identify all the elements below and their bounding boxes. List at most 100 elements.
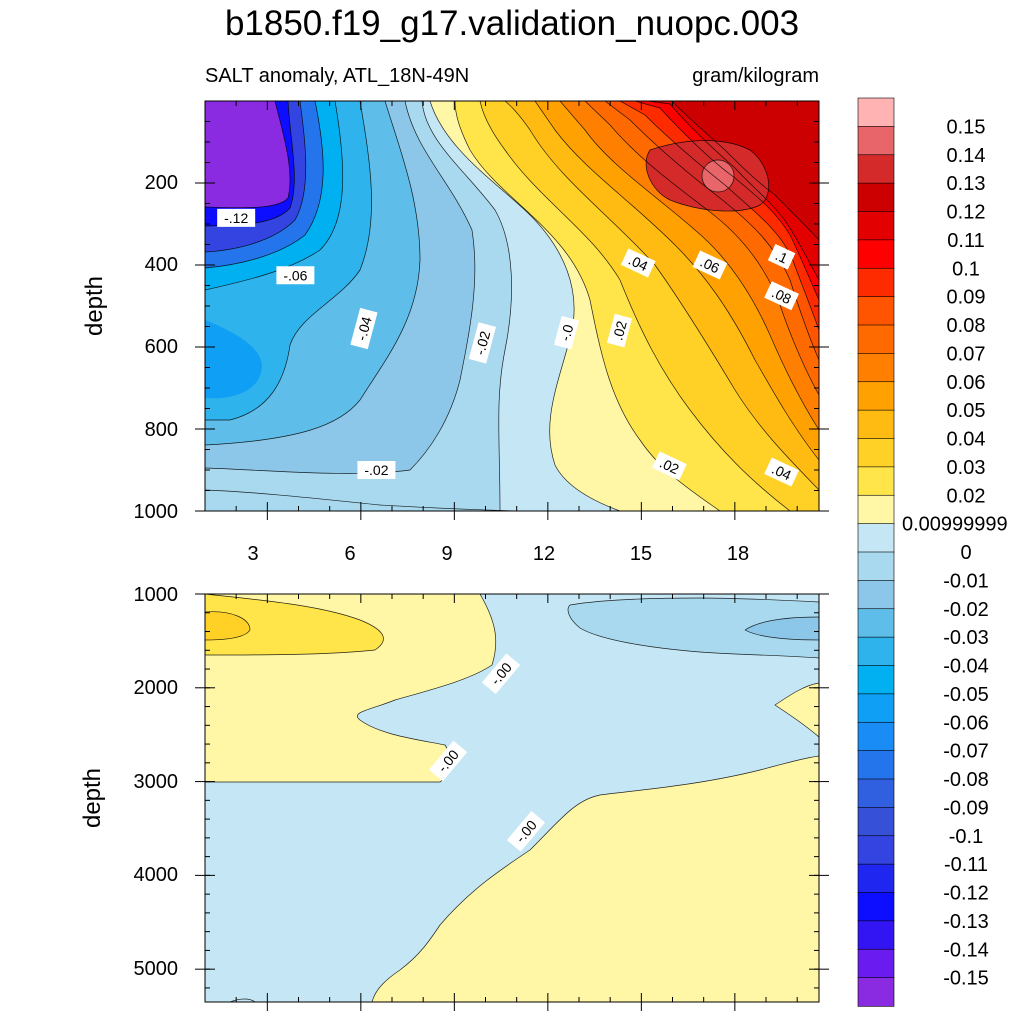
colorbar-swatch <box>857 721 895 752</box>
contour-label: .02 <box>606 313 633 348</box>
colorbar-label: 0.04 <box>947 429 986 451</box>
colorbar-label: -0.02 <box>943 599 989 621</box>
contour-label: -.06 <box>276 266 315 285</box>
colorbar-label: -0.13 <box>943 911 989 933</box>
colorbar-swatch <box>857 438 895 468</box>
upper-y-axis-label: depth <box>81 276 108 336</box>
contour-label: .06 <box>692 250 728 280</box>
colorbar-label: -0.08 <box>943 769 989 791</box>
colorbar-swatch <box>857 608 895 638</box>
subtitle-right: gram/kilogram <box>692 65 819 87</box>
lower-contour-lines <box>205 594 819 1002</box>
colorbar-label: 0.13 <box>947 173 986 195</box>
lower-contour-fill <box>205 594 819 1002</box>
colorbar-swatch <box>857 807 895 837</box>
colorbar-swatch <box>857 126 895 156</box>
colorbar-swatch <box>857 977 895 1007</box>
lower-band-minus-003-right <box>745 617 819 640</box>
lower-y-tick-label: 1000 <box>134 584 179 606</box>
subtitle-left: SALT anomaly, ATL_18N-49N <box>205 65 469 87</box>
colorbar-label: 0.00999999 <box>902 514 1008 536</box>
colorbar-label: 0.1 <box>952 258 980 280</box>
colorbar-label: -0.04 <box>943 656 989 678</box>
lower-band-plus-002 <box>205 594 384 655</box>
lower-y-tick-label: 5000 <box>134 958 179 980</box>
colorbar-swatch <box>857 693 895 723</box>
colorbar-swatch <box>857 948 895 979</box>
svg-text:.08: .08 <box>769 284 794 307</box>
colorbar-swatch <box>857 835 895 865</box>
contour-label: -.04 <box>350 307 378 350</box>
contour-label: -.12 <box>217 208 256 227</box>
upper-x-tick-label: 15 <box>630 543 652 565</box>
colorbar-swatch <box>857 296 895 326</box>
contour-label: -.0 <box>553 315 580 350</box>
contour-label: .04 <box>764 457 799 487</box>
upper-x-tick-label: 12 <box>533 543 555 565</box>
colorbar-label: -0.03 <box>943 627 989 649</box>
band-minus-011 <box>205 101 291 208</box>
lower-plot-frame <box>204 593 820 1003</box>
colorbar-swatch <box>857 778 895 809</box>
colorbar-label: 0.05 <box>947 400 986 422</box>
upper-x-tick-label: 3 <box>247 543 258 565</box>
upper-y-tick-label: 800 <box>145 419 178 441</box>
colorbar-label: 0.12 <box>947 202 986 224</box>
contour-label: .08 <box>764 281 799 311</box>
upper-y-tick-labels: 200 400 600 800 1000 <box>134 172 179 523</box>
colorbar-swatch <box>857 381 895 411</box>
colorbar-label: -0.15 <box>943 968 989 990</box>
colorbar-label: -0.06 <box>943 712 989 734</box>
upper-y-tick-label: 200 <box>145 172 178 194</box>
contour-label: .04 <box>620 248 656 278</box>
colorbar-swatch <box>857 353 895 383</box>
colorbar-swatch <box>857 154 895 184</box>
colorbar-label: 0.15 <box>947 116 986 138</box>
colorbar-label: -0.1 <box>949 826 983 848</box>
svg-text:-.12: -.12 <box>224 210 248 226</box>
upper-contour-labels: -.12 -.06 -.04 -.02 -.0 .02 .04 .06 .1 .… <box>217 208 799 487</box>
upper-axis-ticks <box>195 101 829 520</box>
svg-text:.04: .04 <box>626 252 651 275</box>
colorbar-label: -0.11 <box>944 854 988 876</box>
lower-y-tick-label: 4000 <box>134 864 179 886</box>
lower-band-plus-003 <box>205 611 250 640</box>
colorbar-label: 0.08 <box>947 315 986 337</box>
colorbar-label: -0.14 <box>943 939 989 961</box>
contour-label: -.02 <box>468 322 497 364</box>
colorbar-swatch <box>857 239 895 269</box>
svg-text:-.06: -.06 <box>283 267 307 283</box>
upper-y-tick-label: 1000 <box>134 501 179 523</box>
colorbar-swatch <box>857 182 895 213</box>
colorbar-swatch <box>857 409 895 440</box>
colorbar-swatch <box>857 551 895 582</box>
colorbar-swatch <box>857 636 895 667</box>
colorbar-swatch <box>857 267 895 298</box>
lower-y-tick-labels: 1000 2000 3000 4000 5000 <box>134 584 179 980</box>
lower-contour-labels: -.00 -.00 -.00 <box>428 653 546 852</box>
colorbar-label: -0.09 <box>943 797 989 819</box>
contour-label: -.02 <box>357 461 396 479</box>
upper-y-tick-label: 600 <box>145 336 178 358</box>
upper-contour-fill <box>205 101 819 511</box>
lower-y-tick-label: 2000 <box>134 677 179 699</box>
colorbar-label: -0.12 <box>943 883 989 905</box>
colorbar-label: 0.06 <box>947 372 986 394</box>
band-plus-012 <box>660 101 819 240</box>
colorbar-swatch <box>857 892 895 922</box>
lower-band-plus-001-right <box>775 683 819 737</box>
colorbar-label: 0.14 <box>947 145 986 167</box>
upper-x-tick-labels: 3 6 9 12 15 18 <box>247 543 749 565</box>
colorbar-label: 0.07 <box>947 343 986 365</box>
upper-x-tick-label: 9 <box>441 543 452 565</box>
colorbar-label: -0.07 <box>943 741 989 763</box>
colorbar-label: -0.01 <box>943 570 989 592</box>
svg-text:-.02: -.02 <box>364 462 388 478</box>
lower-y-axis-label: depth <box>79 768 106 828</box>
lower-axis-ticks <box>195 593 829 1011</box>
lower-band-minus-002-right <box>568 598 819 658</box>
colorbar-swatch <box>857 97 895 128</box>
colorbar-label: 0.11 <box>947 230 984 252</box>
colorbar-swatch <box>857 920 895 950</box>
